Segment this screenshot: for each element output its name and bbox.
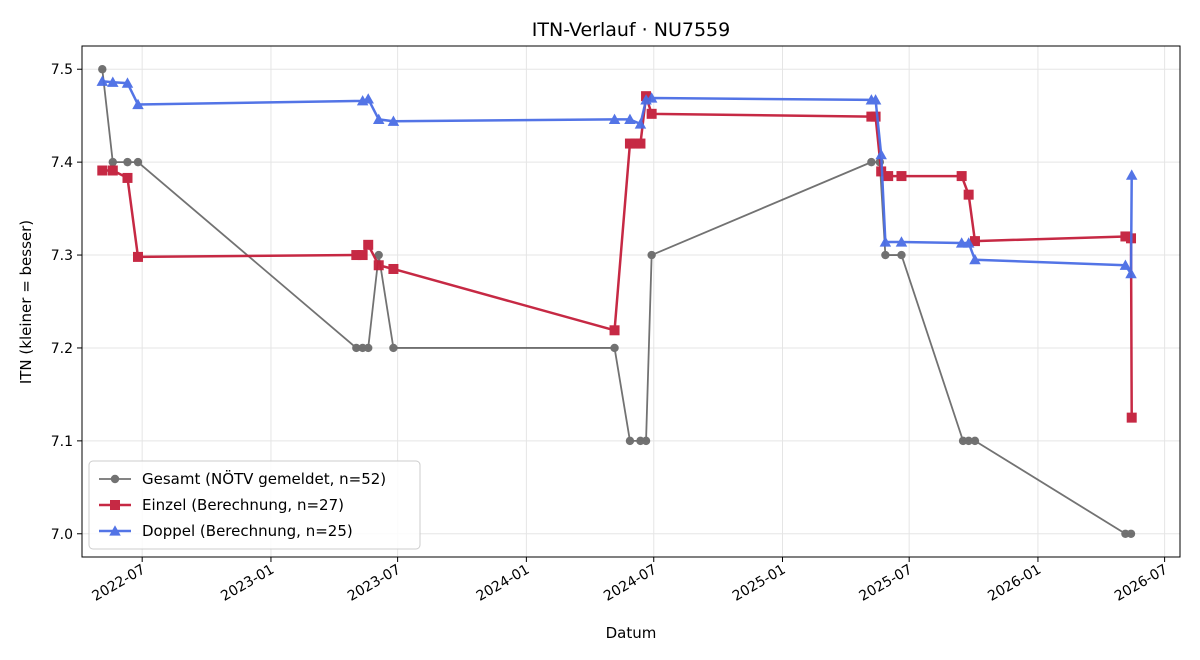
data-point-triangle: [387, 115, 400, 126]
data-point-circle: [625, 436, 635, 446]
series-line: [102, 94, 1133, 418]
x-axis: 2022-07 2023-01 2023-07 2024-01 2024-07 2025-…: [90, 557, 1171, 605]
legend-item: [99, 500, 131, 510]
data-point-square: [132, 251, 143, 262]
data-point-square: [351, 250, 362, 261]
data-point-triangle: [109, 525, 121, 536]
y-axis: 7.0 7.1 7.2 7.3 7.4 7.5: [51, 62, 82, 543]
series-2: [96, 75, 1138, 279]
data-point-circle: [897, 250, 906, 260]
data-point-square: [646, 108, 657, 119]
plot-frame: [81, 45, 1181, 558]
data-point-square: [357, 250, 368, 261]
data-point-circle: [123, 157, 132, 167]
data-point-triangle: [969, 253, 981, 265]
data-point-square: [624, 138, 635, 149]
data-point-triangle: [107, 76, 119, 87]
data-point-circle: [108, 157, 117, 167]
y-axis-label: ITN (kleiner = besser): [17, 220, 35, 384]
data-point-square: [110, 500, 120, 510]
data-point-square: [363, 239, 374, 250]
data-point-triangle: [634, 118, 647, 129]
data-point-triangle: [1125, 169, 1138, 180]
data-point-triangle: [372, 113, 385, 124]
data-point-square: [1126, 412, 1137, 423]
data-point-square: [122, 172, 133, 183]
data-point-square: [97, 165, 108, 176]
data-point-square: [896, 171, 907, 182]
x-tick-label: 2023-01: [218, 562, 277, 605]
data-point-triangle: [962, 237, 975, 248]
data-point-circle: [352, 343, 361, 353]
data-point-circle: [610, 343, 619, 353]
x-tick-label: 2025-07: [857, 562, 916, 605]
x-axis-label: Datum: [606, 624, 657, 642]
legend-box: [88, 460, 421, 550]
data-point-circle: [881, 250, 890, 260]
data-point-circle: [110, 474, 120, 484]
x-tick-label: 2024-07: [601, 562, 660, 605]
data-point-square: [870, 111, 881, 122]
x-tick-label: 2022-07: [90, 562, 149, 605]
y-tick-label: 7.1: [51, 434, 73, 450]
gridlines: [82, 46, 1180, 557]
y-tick-label: 7.0: [51, 527, 73, 543]
data-point-triangle: [875, 148, 887, 160]
data-point-circle: [133, 157, 143, 167]
data-point-triangle: [132, 98, 144, 110]
data-point-triangle: [895, 236, 908, 247]
data-point-square: [609, 325, 620, 336]
data-point-circle: [970, 436, 980, 446]
data-point-circle: [1126, 529, 1136, 538]
data-point-triangle: [879, 236, 892, 247]
data-point-square: [107, 165, 118, 176]
data-point-square: [969, 236, 980, 247]
data-point-square: [1120, 231, 1131, 242]
data-point-triangle: [624, 113, 636, 124]
legend: Gesamt (NÖTV gemeldet, n=52) Einzel (Bere…: [88, 460, 421, 550]
data-point-triangle: [1125, 267, 1137, 279]
x-tick-label: 2023-07: [345, 562, 404, 605]
data-point-triangle: [1119, 259, 1132, 270]
data-point-triangle: [96, 75, 109, 86]
data-point-triangle: [608, 113, 621, 124]
series-layer: [96, 65, 1138, 538]
x-tick-label: 2024-01: [474, 562, 533, 605]
legend-item: [99, 525, 131, 536]
data-point-circle: [867, 157, 876, 167]
data-point-square: [388, 263, 399, 274]
data-point-triangle: [362, 93, 374, 104]
data-point-circle: [964, 436, 973, 446]
series-1: [97, 91, 1137, 423]
data-point-triangle: [121, 77, 134, 88]
data-point-circle: [374, 250, 383, 260]
data-point-square: [956, 171, 967, 182]
x-tick-label: 2026-01: [985, 562, 1044, 605]
chart-title: ITN-Verlauf · NU7559: [532, 19, 730, 41]
legend-label: Doppel (Berechnung, n=25): [142, 522, 353, 540]
legend-label: Gesamt (NÖTV gemeldet, n=52): [142, 469, 386, 488]
data-point-square: [883, 171, 894, 182]
y-tick-label: 7.5: [51, 62, 73, 78]
data-point-circle: [647, 250, 656, 260]
data-point-circle: [641, 436, 651, 446]
data-point-square: [963, 189, 974, 200]
data-point-square: [635, 138, 646, 149]
legend-label: Einzel (Berechnung, n=27): [142, 496, 344, 514]
series-0: [98, 65, 1136, 538]
x-tick-label: 2025-01: [730, 562, 789, 605]
y-tick-label: 7.3: [51, 248, 73, 264]
data-point-circle: [98, 65, 107, 74]
data-point-square: [373, 260, 384, 271]
data-point-triangle: [645, 92, 658, 103]
data-point-triangle: [869, 94, 882, 105]
legend-item: [99, 474, 131, 484]
data-point-circle: [389, 343, 398, 353]
y-tick-label: 7.4: [51, 155, 73, 171]
x-tick-label: 2026-07: [1112, 562, 1171, 605]
data-point-circle: [364, 343, 373, 353]
y-tick-label: 7.2: [51, 341, 73, 357]
